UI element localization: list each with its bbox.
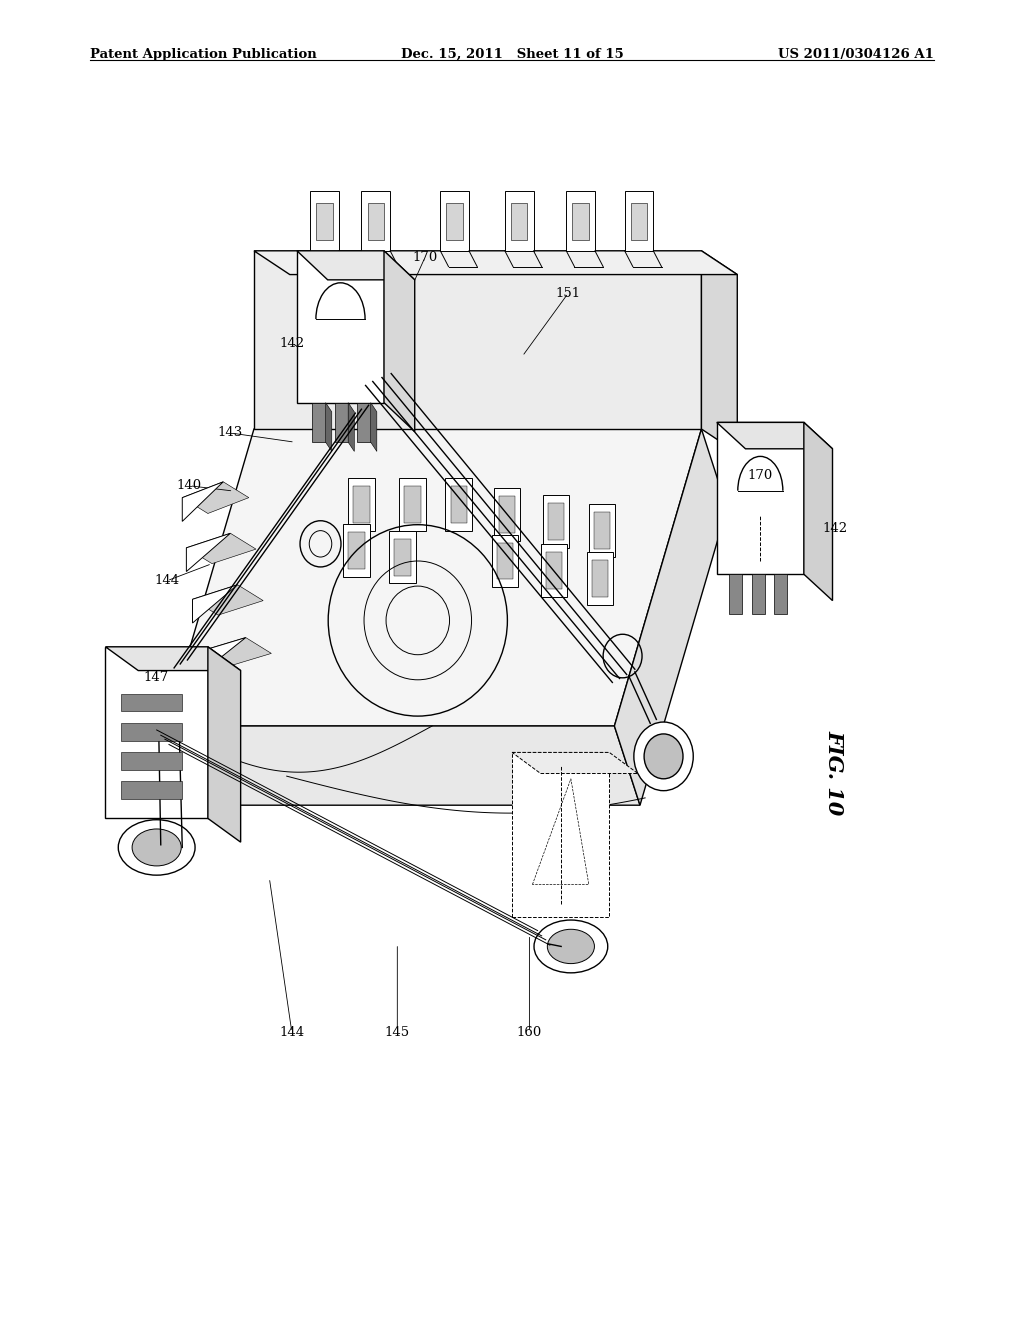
- Polygon shape: [357, 403, 371, 442]
- Ellipse shape: [535, 920, 608, 973]
- Polygon shape: [701, 251, 737, 453]
- Polygon shape: [541, 544, 567, 597]
- Polygon shape: [335, 403, 348, 442]
- Polygon shape: [404, 486, 421, 523]
- Polygon shape: [105, 647, 208, 818]
- Polygon shape: [371, 403, 377, 451]
- Polygon shape: [631, 203, 647, 240]
- Text: 151: 151: [556, 286, 581, 300]
- Polygon shape: [589, 504, 615, 557]
- Polygon shape: [625, 191, 653, 251]
- Polygon shape: [254, 251, 701, 429]
- Text: 140: 140: [177, 479, 202, 492]
- Polygon shape: [193, 585, 263, 615]
- Polygon shape: [494, 488, 520, 541]
- Polygon shape: [310, 191, 339, 251]
- Text: 142: 142: [280, 337, 304, 350]
- Bar: [121, 781, 182, 799]
- Text: 144: 144: [280, 1026, 304, 1039]
- Polygon shape: [451, 486, 467, 523]
- Polygon shape: [297, 251, 415, 280]
- Text: Dec. 15, 2011   Sheet 11 of 15: Dec. 15, 2011 Sheet 11 of 15: [400, 49, 624, 61]
- Bar: [121, 723, 182, 741]
- Polygon shape: [193, 585, 238, 623]
- Polygon shape: [566, 191, 595, 251]
- Polygon shape: [512, 752, 609, 917]
- Polygon shape: [198, 638, 246, 676]
- Polygon shape: [399, 478, 426, 531]
- Polygon shape: [492, 535, 518, 587]
- Polygon shape: [186, 533, 230, 572]
- Polygon shape: [446, 203, 463, 240]
- Polygon shape: [182, 482, 223, 521]
- Text: 147: 147: [143, 671, 168, 684]
- Polygon shape: [361, 191, 390, 251]
- Polygon shape: [511, 203, 527, 240]
- Bar: [121, 752, 182, 770]
- Polygon shape: [167, 726, 640, 805]
- Polygon shape: [198, 638, 271, 668]
- Polygon shape: [208, 647, 241, 842]
- Polygon shape: [546, 552, 562, 589]
- Polygon shape: [440, 191, 469, 251]
- Polygon shape: [548, 503, 564, 540]
- Text: 143: 143: [218, 426, 243, 440]
- Polygon shape: [729, 574, 742, 614]
- Text: 170: 170: [413, 251, 437, 264]
- Text: 170: 170: [748, 469, 772, 482]
- Text: 160: 160: [517, 1026, 542, 1039]
- Polygon shape: [717, 422, 833, 449]
- Ellipse shape: [118, 820, 195, 875]
- Polygon shape: [186, 533, 256, 564]
- Polygon shape: [717, 422, 804, 574]
- Text: Patent Application Publication: Patent Application Publication: [90, 49, 316, 61]
- Bar: [121, 694, 182, 711]
- Polygon shape: [587, 552, 613, 605]
- Polygon shape: [326, 403, 332, 451]
- Text: 145: 145: [385, 1026, 410, 1039]
- Polygon shape: [343, 524, 370, 577]
- Ellipse shape: [547, 929, 594, 964]
- Polygon shape: [594, 512, 610, 549]
- Text: US 2011/0304126 A1: US 2011/0304126 A1: [778, 49, 934, 61]
- Polygon shape: [312, 403, 326, 442]
- Polygon shape: [592, 560, 608, 597]
- Polygon shape: [543, 495, 569, 548]
- Polygon shape: [752, 574, 765, 614]
- Polygon shape: [368, 203, 384, 240]
- Text: FIG. 10: FIG. 10: [824, 730, 845, 814]
- Polygon shape: [167, 429, 701, 726]
- Ellipse shape: [132, 829, 181, 866]
- Polygon shape: [394, 539, 411, 576]
- Polygon shape: [254, 251, 737, 275]
- Polygon shape: [445, 478, 472, 531]
- Polygon shape: [389, 531, 416, 583]
- Polygon shape: [348, 478, 375, 531]
- Polygon shape: [353, 486, 370, 523]
- Polygon shape: [499, 496, 515, 533]
- Polygon shape: [804, 422, 833, 601]
- Text: 144: 144: [155, 574, 179, 587]
- Polygon shape: [182, 482, 249, 513]
- Polygon shape: [774, 574, 787, 614]
- Polygon shape: [614, 429, 727, 805]
- Polygon shape: [497, 543, 513, 579]
- Ellipse shape: [644, 734, 683, 779]
- Polygon shape: [348, 403, 354, 451]
- Polygon shape: [297, 251, 384, 403]
- Polygon shape: [316, 203, 333, 240]
- Polygon shape: [505, 191, 534, 251]
- Polygon shape: [348, 532, 365, 569]
- Polygon shape: [105, 647, 241, 671]
- Polygon shape: [384, 251, 415, 432]
- Ellipse shape: [634, 722, 693, 791]
- Text: 142: 142: [822, 521, 847, 535]
- Polygon shape: [512, 752, 638, 774]
- Polygon shape: [572, 203, 589, 240]
